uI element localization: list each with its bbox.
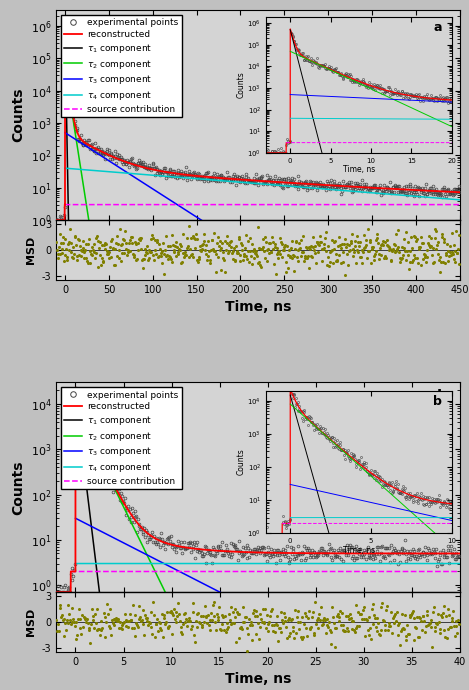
Legend: experimental points, reconstructed, $\tau_1$ component, $\tau_2$ component, $\ta: experimental points, reconstructed, $\ta…	[61, 15, 182, 117]
Legend: experimental points, reconstructed, $\tau_1$ component, $\tau_2$ component, $\ta: experimental points, reconstructed, $\ta…	[61, 387, 182, 489]
X-axis label: Time, ns: Time, ns	[225, 673, 291, 687]
X-axis label: Time, ns: Time, ns	[225, 300, 291, 315]
Y-axis label: Counts: Counts	[11, 88, 25, 142]
Y-axis label: MSD: MSD	[26, 608, 36, 636]
Y-axis label: Counts: Counts	[11, 460, 25, 515]
Y-axis label: MSD: MSD	[26, 236, 36, 264]
Text: a: a	[437, 17, 447, 32]
Text: b: b	[437, 388, 447, 404]
